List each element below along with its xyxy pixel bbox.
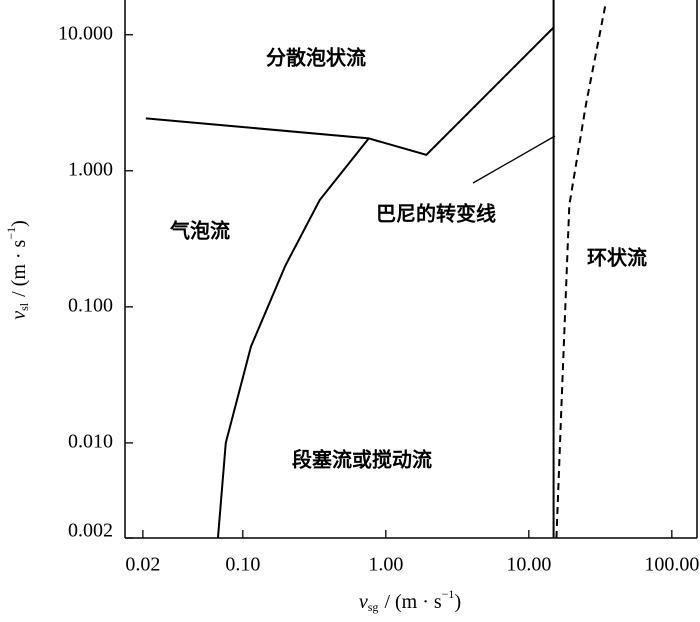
- boundary-line: [145, 26, 555, 156]
- boundary-line: [216, 137, 370, 539]
- y-tick-label: 0.100: [68, 294, 113, 316]
- x-tick-label: 10.00: [506, 554, 551, 576]
- y-axis-label: vsl/ (m · s−1): [4, 220, 31, 320]
- region-label: 环状流: [587, 246, 647, 270]
- y-tick-label: 0.010: [68, 430, 113, 452]
- x-tick-label: 0.02: [125, 554, 160, 576]
- x-axis-label: vsg / (m · s−1): [359, 587, 461, 614]
- y-tick-label: 0.002: [68, 520, 113, 542]
- boundary-line: [555, 3, 607, 539]
- region-label: 分散泡状流: [266, 46, 366, 70]
- y-tick-label: 10.000: [58, 22, 113, 44]
- x-tick-label: 100.00: [644, 554, 699, 576]
- x-tick-label: 1.00: [368, 554, 403, 576]
- x-tick-label: 0.10: [225, 554, 260, 576]
- y-tick-label: 1.000: [68, 158, 113, 180]
- leader-line: [472, 135, 556, 184]
- region-label: 巴尼的转变线: [376, 202, 496, 226]
- region-label: 气泡流: [169, 219, 230, 243]
- region-label: 段塞流或搅动流: [292, 448, 432, 472]
